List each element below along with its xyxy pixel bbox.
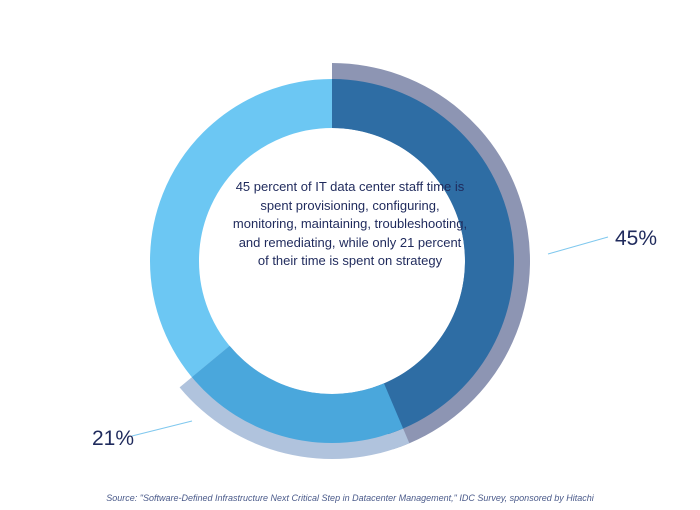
center-caption: 45 percent of IT data center staff time …: [232, 179, 468, 268]
leader-line-45: [547, 236, 609, 255]
percent-label-21: 21%: [92, 427, 135, 450]
leader-line-21: [131, 420, 193, 437]
percent-label-45: 45%: [615, 227, 658, 250]
inner-arc-45: [332, 79, 514, 435]
source-note: Source: "Software-Defined Infrastructure…: [106, 493, 594, 503]
inner-arc-21: [191, 345, 404, 444]
